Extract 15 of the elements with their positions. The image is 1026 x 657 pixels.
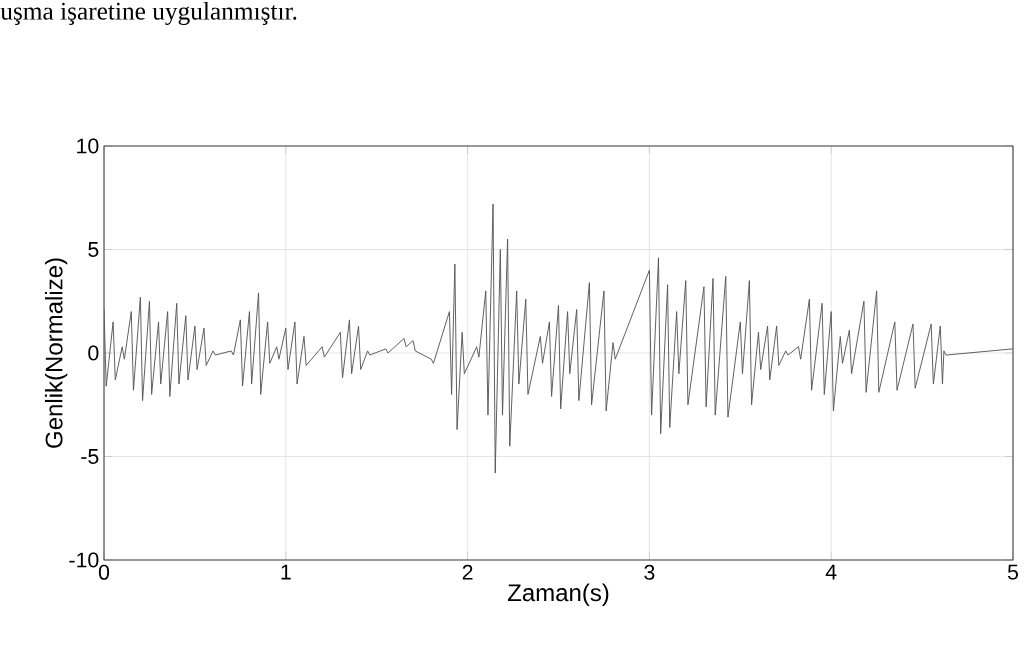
text: uşma işaretine uygulanmıştır.	[0, 1, 297, 25]
x-tick-label: 1	[281, 564, 291, 580]
x-tick-label: 0	[98, 564, 110, 580]
y-tick-label: 0	[88, 345, 99, 361]
y-tick-label: 10	[77, 138, 99, 154]
y-tick-label: 5	[88, 242, 99, 257]
x-axis-title: Zaman(s)	[507, 583, 609, 606]
y-axis-title: Genlik(Normalize)	[44, 258, 68, 448]
line-series	[104, 203, 1013, 474]
x-tick-label: 5	[1007, 564, 1019, 580]
x-tick-label: 3	[644, 564, 655, 580]
x-tick-label: 2	[462, 564, 473, 580]
y-tick-label: -5	[81, 449, 99, 464]
x-tick-label: 4	[825, 564, 837, 580]
y-tick-label: -10	[69, 552, 99, 568]
